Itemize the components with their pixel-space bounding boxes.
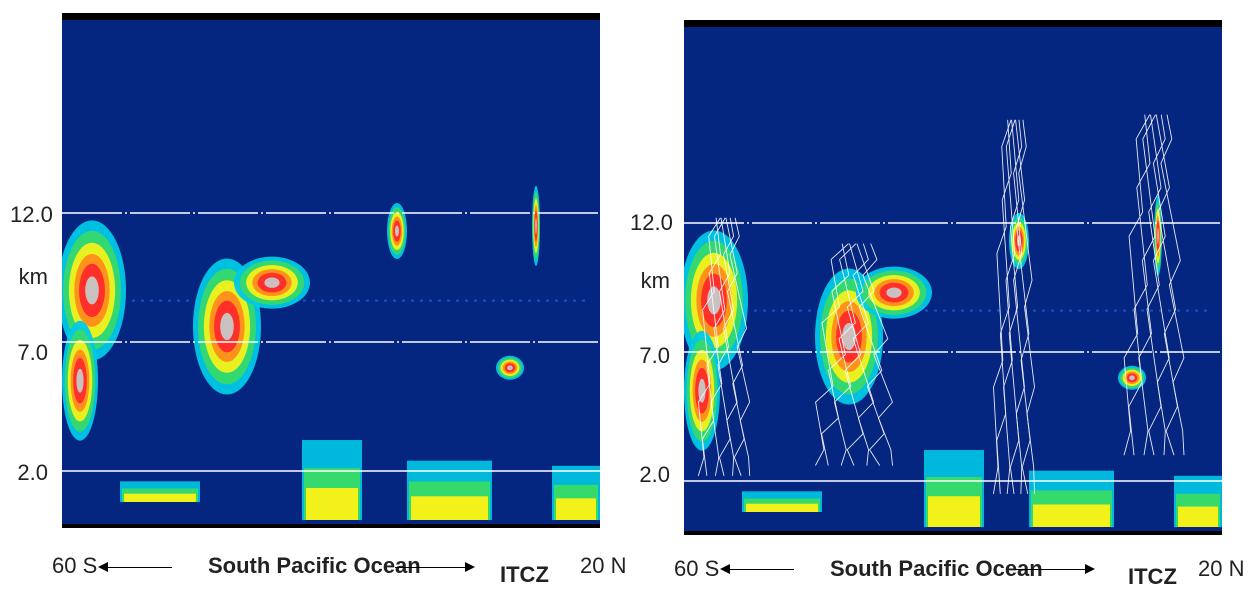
right-ytick-7: 7.0: [639, 343, 670, 368]
right-ytick-12: 12.0: [630, 210, 673, 235]
left-ylabel-km: km: [18, 264, 48, 289]
right-x-end: 20 N: [1198, 556, 1245, 581]
left-low-cloud-4: [552, 465, 600, 520]
left-tower-itcz: [532, 185, 540, 266]
left-arrow-left: [98, 562, 172, 572]
right-arrow-right: [1015, 564, 1095, 574]
left-ytick-12: 12.0: [10, 202, 53, 227]
right-contour-mass: [815, 243, 894, 466]
right-storm-far-left-low: [684, 330, 720, 451]
right-storm-far-left: [684, 230, 748, 371]
left-plot: [62, 13, 600, 528]
right-x-start: 60 S: [674, 556, 720, 581]
left-ytick-2: 2.0: [17, 460, 48, 485]
right-low-cloud-4: [1174, 475, 1222, 527]
right-low-cloud-2: [924, 450, 984, 527]
right-x-itcz: ITCZ: [1128, 564, 1177, 589]
left-cell-itcz: [496, 355, 524, 380]
right-ytick-2: 2.0: [639, 462, 670, 487]
right-tower-itcz: [1154, 195, 1162, 276]
left-x-end: 20 N: [580, 553, 627, 578]
left-low-cloud-1: [120, 481, 200, 502]
right-arrow-left: [720, 564, 794, 574]
right-plot: [684, 20, 1222, 535]
right-contour-left: [697, 217, 751, 476]
right-low-cloud-1: [742, 491, 822, 512]
left-storm-far-left-low: [62, 320, 98, 441]
left-cloud-radar: [62, 185, 600, 520]
right-low-cloud-3: [1029, 470, 1114, 527]
left-low-cloud-2: [302, 440, 362, 520]
right-contour-itcz: [1123, 114, 1185, 456]
left-low-cloud-3: [407, 460, 492, 520]
left-storm-far-left: [62, 220, 126, 361]
right-anvil: [856, 266, 932, 319]
left-anvil: [234, 256, 310, 309]
left-tower-mid: [387, 203, 407, 260]
right-x-middle: South Pacific Ocean: [830, 556, 1043, 581]
left-x-start: 60 S: [52, 553, 98, 578]
right-contour-tower: [992, 119, 1036, 494]
left-ytick-7: 7.0: [17, 340, 48, 365]
left-x-itcz: ITCZ: [500, 562, 549, 587]
right-ylabel-km: km: [640, 268, 670, 293]
right-cloud-radar: [684, 114, 1222, 527]
left-arrow-right: [395, 562, 475, 572]
left-x-middle: South Pacific Ocean: [208, 553, 421, 578]
